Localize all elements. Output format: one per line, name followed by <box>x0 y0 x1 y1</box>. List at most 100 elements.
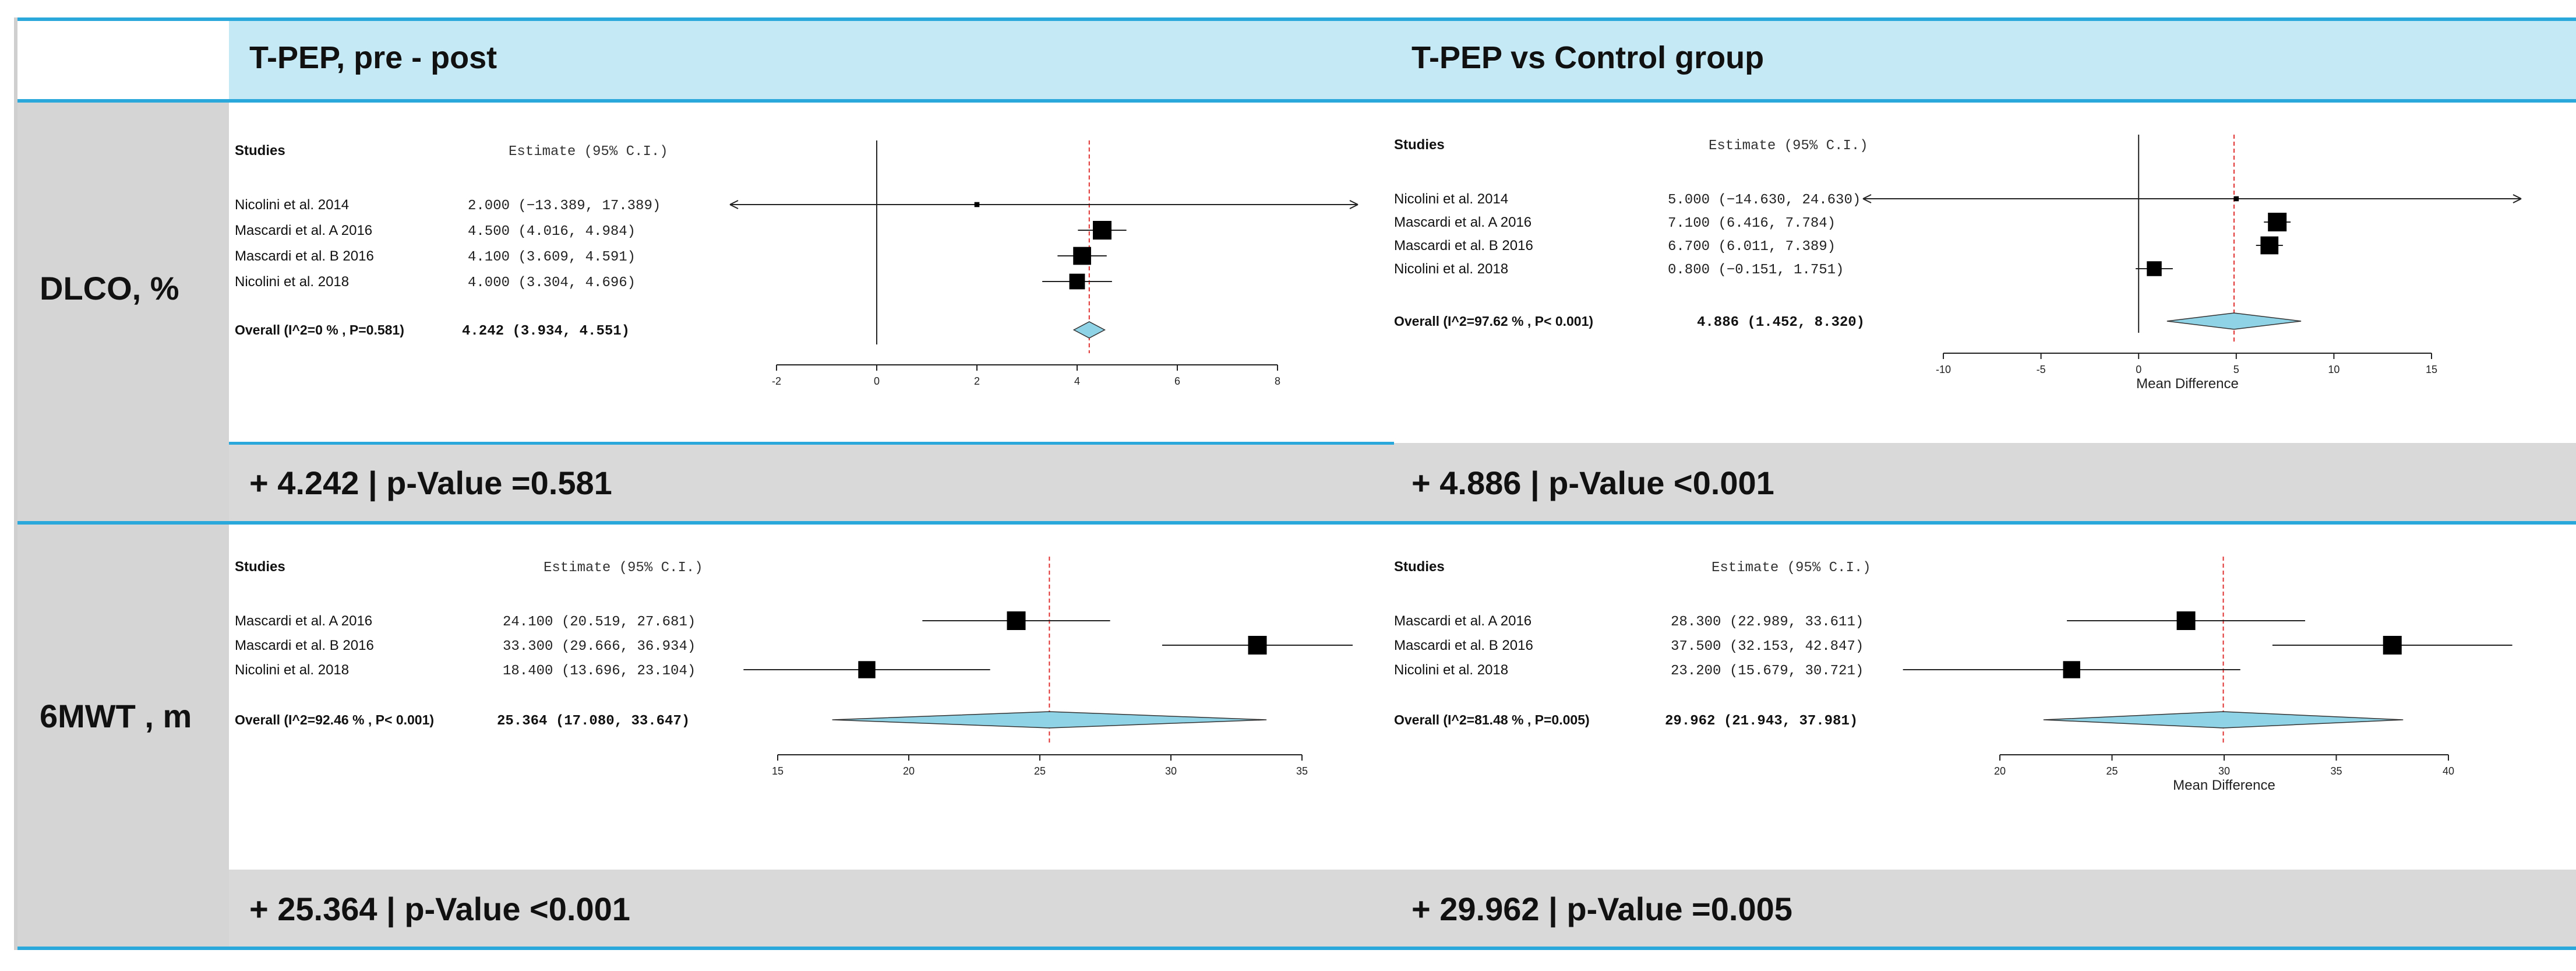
study-name: Nicolini et al. 2018 <box>235 274 349 290</box>
forest-plot-6mwt-pre-post: Studies Estimate (95% C.I.) Mascardi et al… <box>235 557 1353 777</box>
estimate-header: Estimate (95% C.I.) <box>1709 138 1868 154</box>
study-name: Mascardi et al. A 2016 <box>235 223 372 238</box>
header-pre-post: T-PEP, pre - post <box>249 40 497 75</box>
overall-name: Overall (I^2=92.46 % , P< 0.001) <box>235 712 434 727</box>
estimate-header: Estimate (95% C.I.) <box>509 144 668 160</box>
study-name: Nicolini et al. 2014 <box>235 197 349 213</box>
study-point <box>974 202 980 207</box>
study-name: Mascardi et al. A 2016 <box>1394 613 1532 629</box>
overall-diamond <box>2043 711 2404 729</box>
header-vs-control: T-PEP vs Control group <box>1411 40 1765 75</box>
study-point <box>2233 196 2239 202</box>
study-name: Mascardi et al. B 2016 <box>235 248 374 264</box>
x-tick-label: 8 <box>1275 375 1280 387</box>
study-estimate: 33.300 (29.666, 36.934) <box>503 639 696 655</box>
study-name: Mascardi et al. A 2016 <box>235 613 372 629</box>
dlco-chart-underline <box>229 442 1394 445</box>
x-tick-label: 20 <box>1994 765 2006 777</box>
study-estimate: 0.800 (−0.151, 1.751) <box>1668 262 1844 278</box>
study-name: Mascardi et al. B 2016 <box>1394 238 1533 254</box>
forest-plot-dlco-vs-control: Studies Estimate (95% C.I.) Nicolini et al… <box>1394 135 2522 392</box>
study-estimate: 6.700 (6.011, 7.389) <box>1668 239 1836 255</box>
study-estimate: 2.000 (−13.389, 17.389) <box>468 198 661 214</box>
study-estimate: 4.000 (3.304, 4.696) <box>468 275 636 291</box>
study-point <box>2063 661 2080 678</box>
x-tick-label: -5 <box>2037 364 2046 375</box>
result-6mwt-pre-post: + 25.364 | p-Value <0.001 <box>249 891 630 927</box>
study-estimate: 5.000 (−14.630, 24.630) <box>1668 192 1861 208</box>
overall-diamond <box>1072 321 1106 339</box>
x-tick-label: 30 <box>1165 765 1177 777</box>
x-tick-label: 25 <box>1034 765 1046 777</box>
study-point <box>1007 611 1026 630</box>
header-band <box>229 21 2576 99</box>
study-name: Mascardi et al. B 2016 <box>1394 638 1533 653</box>
study-estimate: 37.500 (32.153, 42.847) <box>1671 639 1864 655</box>
row-label-dlco: DLCO, % <box>40 270 179 307</box>
study-estimate: 18.400 (13.696, 23.104) <box>503 663 696 679</box>
ci-arrow-right <box>2513 194 2522 203</box>
study-estimate: 28.300 (22.989, 33.611) <box>1671 614 1864 630</box>
result-6mwt-vs-control: + 29.962 | p-Value =0.005 <box>1411 891 1792 927</box>
x-tick-label: 4 <box>1074 375 1080 387</box>
overall-name: Overall (I^2=81.48 % , P=0.005) <box>1394 712 1590 727</box>
studies-header: Studies <box>1394 137 1445 153</box>
studies-header: Studies <box>235 143 285 159</box>
x-tick-label: 25 <box>2106 765 2118 777</box>
overall-diamond <box>2166 312 2302 330</box>
result-band-6mwt <box>229 870 2576 947</box>
x-tick-label: 35 <box>1296 765 1308 777</box>
study-name: Nicolini et al. 2018 <box>1394 662 1508 678</box>
result-dlco-vs-control: + 4.886 | p-Value <0.001 <box>1411 465 1774 501</box>
study-point <box>2260 236 2279 255</box>
study-point <box>1248 636 1267 655</box>
result-band-dlco <box>229 443 2576 521</box>
x-tick-label: 6 <box>1174 375 1180 387</box>
x-axis-label: Mean Difference <box>2173 777 2275 793</box>
x-axis-label: Mean Difference <box>2136 376 2239 392</box>
study-point <box>1069 273 1085 290</box>
study-estimate: 7.100 (6.416, 7.784) <box>1668 216 1836 231</box>
study-name: Mascardi et al. B 2016 <box>235 638 374 653</box>
studies-header: Studies <box>1394 559 1445 575</box>
x-tick-label: -10 <box>1936 364 1951 375</box>
top-border <box>17 17 2576 21</box>
bottom-border <box>17 947 2576 950</box>
study-estimate: 24.100 (20.519, 27.681) <box>503 614 696 630</box>
study-point <box>1073 247 1091 265</box>
study-point <box>2383 636 2402 655</box>
x-tick-label: 0 <box>874 375 880 387</box>
x-tick-label: 20 <box>903 765 915 777</box>
x-tick-label: -2 <box>772 375 781 387</box>
studies-header: Studies <box>235 559 285 575</box>
row-label-6mwt: 6MWT , m <box>40 698 192 734</box>
study-point <box>858 661 876 678</box>
study-name: Mascardi et al. A 2016 <box>1394 214 1532 230</box>
ci-arrow-left <box>1862 194 1872 203</box>
study-estimate: 4.500 (4.016, 4.984) <box>468 224 636 240</box>
overall-name: Overall (I^2=0 % , P=0.581) <box>235 322 404 337</box>
study-estimate: 23.200 (15.679, 30.721) <box>1671 663 1864 679</box>
estimate-header: Estimate (95% C.I.) <box>1712 560 1871 576</box>
x-tick-label: 15 <box>772 765 784 777</box>
overall-estimate: 4.886 (1.452, 8.320) <box>1697 315 1865 330</box>
study-point <box>2176 611 2196 630</box>
x-tick-label: 40 <box>2443 765 2454 777</box>
x-tick-label: 15 <box>2426 364 2437 375</box>
overall-diamond <box>832 711 1267 729</box>
overall-estimate: 25.364 (17.080, 33.647) <box>497 713 690 729</box>
study-name: Nicolini et al. 2018 <box>1394 261 1508 277</box>
ci-arrow-left <box>729 200 739 209</box>
estimate-header: Estimate (95% C.I.) <box>544 560 703 576</box>
study-point <box>2147 261 2162 276</box>
study-name: Nicolini et al. 2018 <box>235 662 349 678</box>
result-dlco-pre-post: + 4.242 | p-Value =0.581 <box>249 465 612 501</box>
x-tick-label: 30 <box>2218 765 2230 777</box>
row-label-column <box>17 99 229 950</box>
x-tick-label: 2 <box>974 375 980 387</box>
study-estimate: 4.100 (3.609, 4.591) <box>468 249 636 265</box>
x-tick-label: 10 <box>2328 364 2339 375</box>
row-divider <box>17 521 2576 525</box>
study-point <box>2268 213 2287 231</box>
left-edge <box>14 17 17 950</box>
